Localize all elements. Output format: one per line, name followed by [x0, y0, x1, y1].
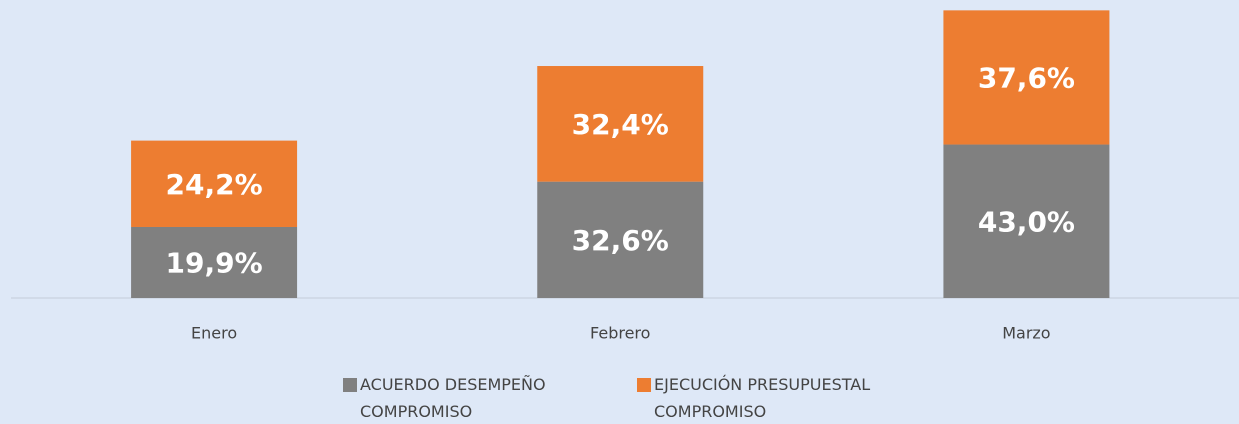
x-tick-label: Marzo: [1002, 324, 1050, 343]
legend-swatch: [637, 378, 651, 392]
x-tick-label: Febrero: [590, 324, 650, 343]
legend-swatch: [343, 378, 357, 392]
bar-segment: [131, 140, 298, 227]
data-label: 24,2%: [166, 168, 263, 201]
x-tick-label: Enero: [191, 324, 237, 343]
data-label: 32,6%: [572, 224, 669, 257]
bar-segment: [943, 10, 1110, 145]
plot-area: 19,9% 24,2% Enero 32,6% 32,4% Febrero 43,0% 37,…: [11, 10, 1239, 343]
bar-segment: [131, 226, 298, 298]
legend-label: ACUERDO DESEMPEÑO COMPROMISO: [360, 375, 546, 421]
legend-item: ACUERDO DESEMPEÑO COMPROMISO: [343, 374, 610, 424]
data-label: 37,6%: [978, 61, 1075, 94]
bar-segment: [943, 144, 1110, 298]
legend-item: EJECUCIÓN PRESUPUESTAL COMPROMISO: [637, 374, 904, 424]
data-label: 32,4%: [572, 108, 669, 141]
data-label: 19,9%: [166, 246, 263, 279]
legend-label: EJECUCIÓN PRESUPUESTAL COMPROMISO: [654, 375, 871, 421]
bar-segment: [537, 181, 704, 298]
bar-segment: [537, 66, 704, 182]
data-label: 43,0%: [978, 205, 1075, 238]
